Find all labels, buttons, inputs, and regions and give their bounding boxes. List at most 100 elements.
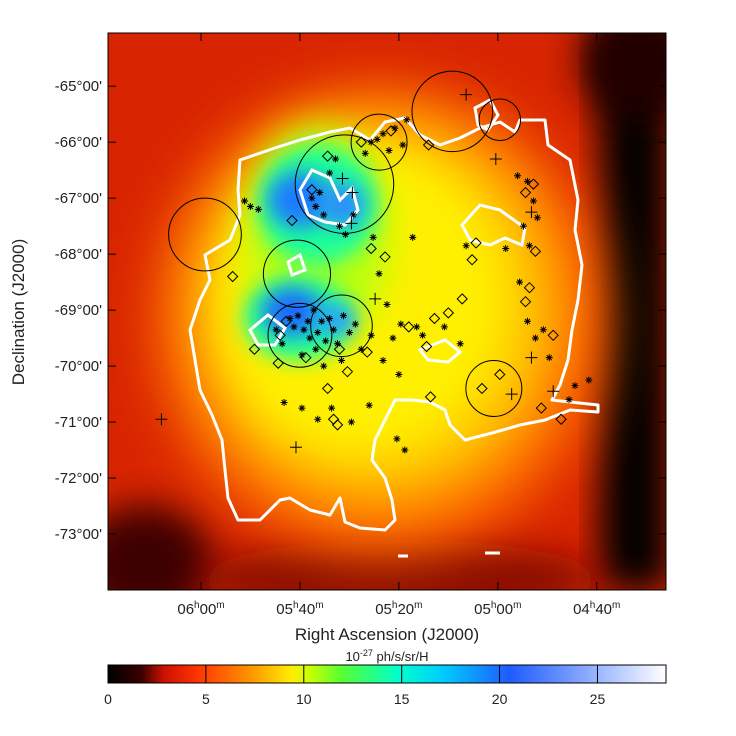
asterisk-marker — [298, 404, 306, 412]
inner-contour-4 — [248, 313, 287, 347]
asterisk-marker — [310, 306, 318, 314]
source-markers — [155, 70, 593, 454]
asterisk-marker — [585, 376, 593, 384]
region-circle — [262, 239, 332, 308]
region-circle — [478, 98, 521, 141]
asterisk-marker — [369, 233, 377, 241]
asterisk-marker — [571, 382, 579, 390]
x-tick-label: 04h40m — [573, 600, 620, 618]
asterisk-marker — [332, 155, 340, 163]
diamond-marker — [403, 321, 415, 333]
diamond-marker — [341, 365, 354, 378]
y-tick-label: -65°00' — [55, 78, 102, 95]
colorbar-tick-label: 0 — [104, 691, 112, 707]
plus-marker — [346, 186, 359, 199]
asterisk-marker — [337, 356, 345, 364]
y-tick-label: -70°00' — [55, 358, 102, 375]
asterisk-marker — [300, 326, 308, 334]
asterisk-marker — [306, 334, 314, 342]
asterisk-marker — [286, 314, 294, 322]
asterisk-marker — [393, 435, 401, 443]
heatmap-dark-ne — [580, 33, 666, 120]
asterisk-marker — [379, 356, 387, 364]
asterisk-marker — [294, 312, 302, 320]
asterisk-marker — [523, 317, 531, 325]
asterisk-marker — [383, 301, 391, 309]
asterisk-marker — [312, 203, 320, 211]
asterisk-marker — [318, 317, 326, 325]
colorbar-tick-label: 25 — [590, 691, 606, 707]
region-circle — [350, 113, 408, 171]
asterisk-marker — [328, 404, 336, 412]
diamond-marker — [555, 413, 567, 425]
x-tick-label: 05h40m — [276, 600, 323, 618]
region-circle — [310, 294, 373, 358]
y-tick-label: -68°00' — [55, 246, 102, 263]
plus-marker — [336, 172, 349, 185]
plus-marker — [525, 351, 538, 364]
diamond-marker — [527, 178, 540, 190]
inner-contour-5 — [286, 252, 307, 277]
asterisk-marker — [246, 203, 254, 211]
asterisk-marker — [330, 326, 338, 334]
asterisk-marker — [334, 340, 342, 348]
diamond-marker — [422, 139, 435, 151]
diamond-marker — [476, 382, 488, 395]
h-alpha-contours — [188, 97, 600, 558]
asterisk-marker — [419, 331, 427, 339]
y-axis: -65°00' -66°00' -67°00' -68°00' -69°00' -70°0… — [55, 78, 666, 543]
diamond-marker — [547, 329, 559, 341]
plus-marker — [525, 206, 538, 219]
asterisk-marker — [298, 351, 306, 359]
asterisk-marker — [379, 130, 387, 138]
asterisk-marker — [456, 340, 464, 348]
y-tick-label: -67°00' — [55, 190, 102, 207]
diamond-marker — [470, 237, 482, 249]
region-circle — [465, 359, 523, 417]
asterisk-marker — [347, 418, 355, 426]
diamond-marker — [424, 391, 437, 403]
diamond-marker — [519, 295, 532, 308]
asterisk-marker — [440, 323, 448, 331]
asterisk-marker — [395, 370, 403, 378]
x-tick-label: 05h00m — [474, 600, 521, 618]
diamond-marker — [466, 254, 478, 266]
asterisk-marker — [401, 446, 409, 454]
heatmap-dark-sw — [108, 505, 215, 590]
plus-marker — [155, 413, 168, 426]
asterisk-marker — [373, 135, 381, 143]
plot-frame — [107, 32, 667, 591]
diamond-marker — [333, 343, 346, 355]
asterisk-marker — [391, 124, 399, 132]
diamond-marker — [535, 402, 548, 414]
heatmap-blue-peak-3 — [262, 288, 322, 336]
outer-contour — [188, 116, 600, 532]
inner-contour-2 — [460, 203, 527, 248]
plus-marker — [547, 385, 560, 398]
diamond-marker — [456, 293, 468, 305]
x-tick-label: 05h20m — [375, 600, 422, 618]
asterisk-marker — [349, 211, 357, 219]
plus-marker — [460, 88, 473, 101]
asterisk-marker — [336, 222, 344, 230]
asterisk-marker — [367, 331, 375, 339]
diamond-marker — [331, 419, 344, 431]
asterisk-marker — [241, 197, 249, 205]
diamond-marker — [420, 340, 433, 353]
emission-heatmap — [108, 33, 666, 590]
inner-contour-1 — [298, 168, 360, 227]
asterisk-marker — [314, 415, 322, 423]
asterisk-marker — [397, 320, 405, 328]
asterisk-marker — [365, 401, 373, 409]
asterisk-marker — [312, 345, 320, 353]
diamond-marker — [523, 282, 536, 294]
diamond-marker — [428, 312, 441, 325]
asterisk-marker — [357, 345, 365, 353]
asterisk-marker — [314, 328, 322, 336]
diamond-marker — [361, 346, 373, 358]
heatmap-blue-peak-4 — [315, 304, 355, 336]
colorbar-ticks: 0 5 10 15 20 25 — [104, 665, 605, 707]
plus-marker — [369, 292, 382, 305]
asterisk-marker — [308, 194, 316, 202]
